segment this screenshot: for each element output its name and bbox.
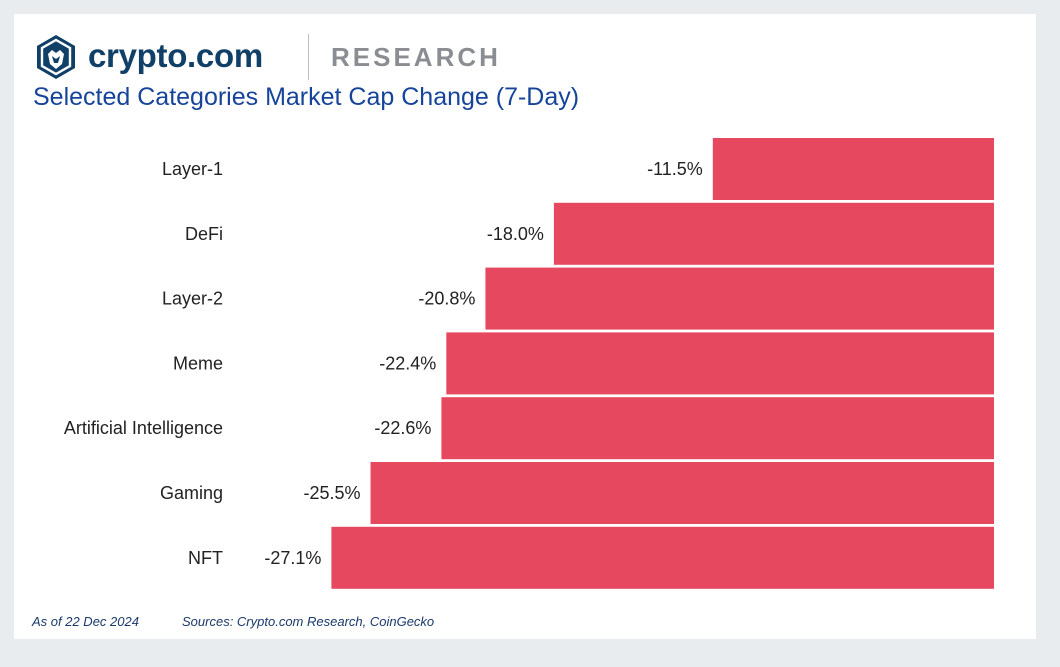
category-label: DeFi <box>185 224 223 244</box>
brand-name: crypto.com <box>88 37 263 74</box>
bar-meme <box>446 332 994 395</box>
category-label: Gaming <box>160 483 223 503</box>
data-label: -25.5% <box>303 483 360 503</box>
data-label: -20.8% <box>418 289 475 309</box>
category-label: Artificial Intelligence <box>64 418 223 438</box>
data-label: -11.5% <box>647 159 703 179</box>
brand-divider <box>308 34 309 80</box>
brand-section: RESEARCH <box>331 42 501 72</box>
data-label: -22.4% <box>379 353 436 373</box>
category-label: Meme <box>173 353 223 373</box>
category-label: Layer-1 <box>162 159 223 179</box>
data-label: -27.1% <box>264 548 321 568</box>
bar-defi <box>553 202 994 265</box>
chart-card: crypto.com RESEARCH Selected Categories … <box>14 14 1036 639</box>
crypto-com-lion-shield-icon <box>37 35 75 79</box>
category-label: Layer-2 <box>162 289 223 309</box>
bar-nft <box>331 526 994 589</box>
chart-title: Selected Categories Market Cap Change (7… <box>33 83 580 111</box>
footer-sources: Sources: Crypto.com Research, CoinGecko <box>182 614 435 629</box>
data-label: -22.6% <box>374 418 431 438</box>
bar-artificial-intelligence <box>441 397 994 460</box>
footer-date: As of 22 Dec 2024 <box>32 614 139 629</box>
category-label: NFT <box>188 548 223 568</box>
bar-gaming <box>370 462 994 524</box>
bar-layer-1 <box>712 138 994 200</box>
data-label: -18.0% <box>487 224 544 244</box>
bar-chart: Layer-1 -11.5% DeFi -18.0% Layer-2 -20.8% Meme… <box>64 138 994 589</box>
bar-layer-2 <box>485 267 994 330</box>
